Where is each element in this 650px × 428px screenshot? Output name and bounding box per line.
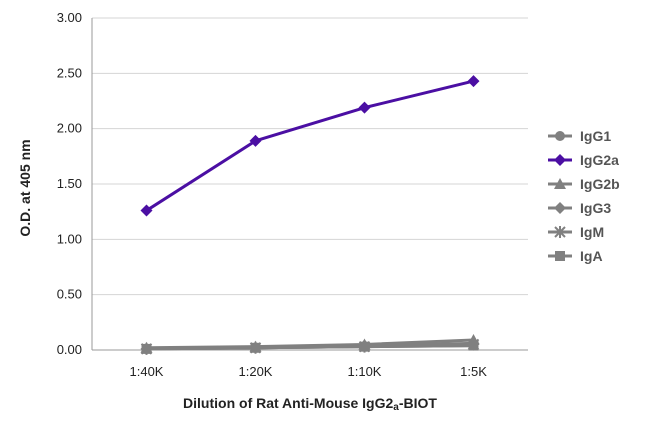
series-line-iga [146, 344, 474, 351]
y-axis-title: O.D. at 405 nm [17, 139, 33, 236]
x-axis-title: Dilution of Rat Anti-Mouse IgG2a-BIOT [183, 395, 437, 413]
legend-label-igg1: IgG1 [580, 128, 611, 144]
data-point-iga [468, 340, 479, 351]
x-tick-label: 1:5K [460, 364, 487, 379]
legend-item-igg3: IgG3 [548, 200, 611, 216]
y-tick-label: 2.00 [57, 121, 82, 136]
legend-item-igg2a: IgG2a [548, 152, 619, 168]
series-line-igg2a [145, 79, 474, 212]
y-tick-label: 2.50 [57, 65, 82, 80]
x-tick-label: 1:40K [130, 364, 164, 379]
legend-item-igm: IgM [548, 224, 604, 240]
series-iga [141, 340, 479, 354]
legend-marker-igm [554, 226, 566, 238]
legend-label-igg2b: IgG2b [580, 176, 620, 192]
legend-item-igg1: IgG1 [548, 128, 611, 144]
legend-label-igg2a: IgG2a [580, 152, 619, 168]
y-tick-label: 1.00 [57, 231, 82, 246]
legend: IgG1 IgG2a IgG2b IgG3 IgM IgA [548, 128, 620, 264]
data-point-iga [359, 341, 370, 352]
y-tick-label: 0.00 [57, 342, 82, 357]
y-tick-label: 0.50 [57, 287, 82, 302]
legend-label-igg3: IgG3 [580, 200, 611, 216]
legend-item-iga: IgA [548, 248, 603, 264]
data-point-igg2a [358, 101, 371, 114]
data-point-igg2a [140, 204, 153, 217]
x-tick-labels: 1:40K 1:20K 1:10K 1:5K [130, 364, 488, 379]
legend-label-iga: IgA [580, 248, 603, 264]
legend-marker-igg2b [554, 178, 566, 189]
legend-marker-iga [555, 251, 565, 261]
legend-marker-igg3 [554, 202, 566, 214]
y-tick-labels: 0.00 0.50 1.00 1.50 2.00 2.50 3.00 [57, 10, 82, 357]
data-point-iga [141, 343, 152, 354]
y-tick-label: 1.50 [57, 176, 82, 191]
legend-marker-igg1 [555, 131, 565, 141]
y-tick-label: 3.00 [57, 10, 82, 25]
series-lines [140, 75, 480, 355]
x-tick-label: 1:20K [239, 364, 273, 379]
data-point-iga [250, 342, 261, 353]
data-point-igg2a [249, 134, 262, 147]
legend-marker-igg2a [554, 154, 566, 166]
gridlines [91, 17, 528, 351]
legend-label-igm: IgM [580, 224, 604, 240]
data-point-igg2a [467, 75, 480, 88]
series-igg2a [140, 75, 480, 217]
x-tick-label: 1:10K [348, 364, 382, 379]
legend-item-igg2b: IgG2b [548, 176, 620, 192]
